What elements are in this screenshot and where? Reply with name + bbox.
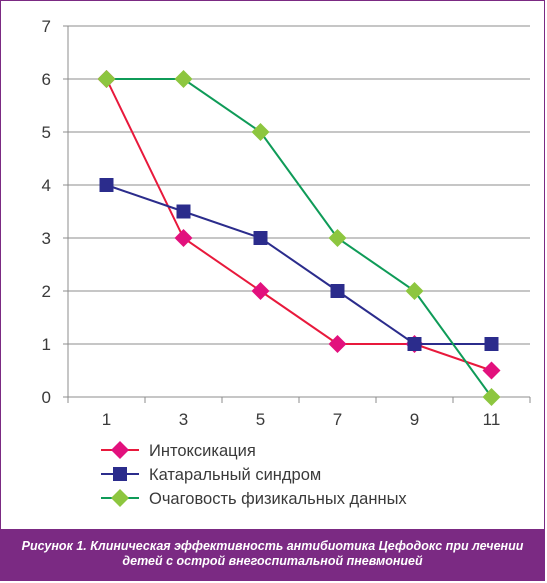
legend-label-1: Интоксикация [149,442,256,460]
y-tick-label: 4 [42,176,51,195]
y-tick-label: 6 [42,70,51,89]
x-tick-label: 5 [256,410,265,429]
y-tick-label: 0 [42,388,51,407]
data-point-series-1 [328,335,347,353]
y-tick-label: 2 [42,282,51,301]
data-point-series-2 [99,178,114,192]
data-point-series-3 [328,229,347,247]
data-point-series-1 [482,361,501,380]
series-line-3 [106,78,493,398]
data-point-series-1 [251,282,270,300]
data-point-series-2 [484,337,499,351]
figure-caption: Рисунок 1. Клиническая эффективность ант… [1,529,544,580]
data-point-series-3 [97,70,116,88]
series-line-1 [105,78,492,372]
y-tick-label: 1 [42,335,51,354]
x-tick-label: 7 [333,410,342,429]
x-tick-label: 11 [483,410,501,429]
y-tick-label: 5 [42,123,51,142]
legend-marker-1 [111,441,129,459]
series-line-2 [106,184,492,345]
y-tick-label: 7 [42,17,51,36]
data-point-series-3 [405,282,424,300]
data-point-series-2 [330,284,345,298]
x-tick-label: 9 [410,410,419,429]
x-tick-label: 1 [102,410,111,429]
legend-label-2: Катаральный синдром [149,466,321,484]
y-tick-label: 3 [42,229,51,248]
data-point-series-2 [176,204,191,219]
caption-text-line1: Клиническая эффективность антибиотика Це… [90,539,524,553]
line-chart: 0 1 2 3 4 5 6 7 1 3 5 7 9 11 Интоксикация Катаральный с… [42,17,531,508]
data-point-series-3 [482,388,501,406]
data-point-series-1 [174,229,193,247]
x-tick-label: 3 [179,410,188,429]
data-point-series-3 [174,70,193,88]
caption-label: Рисунок 1. [21,539,87,553]
caption-text-line2: детей с острой внегоспитальной пневмоние… [122,554,423,568]
data-point-series-2 [407,337,422,351]
data-point-series-2 [253,231,268,245]
legend-marker-2 [113,467,127,481]
data-point-series-3 [251,123,270,141]
legend-marker-3 [111,489,129,507]
legend-label-3: Очаговость физикальных данных [149,490,407,508]
